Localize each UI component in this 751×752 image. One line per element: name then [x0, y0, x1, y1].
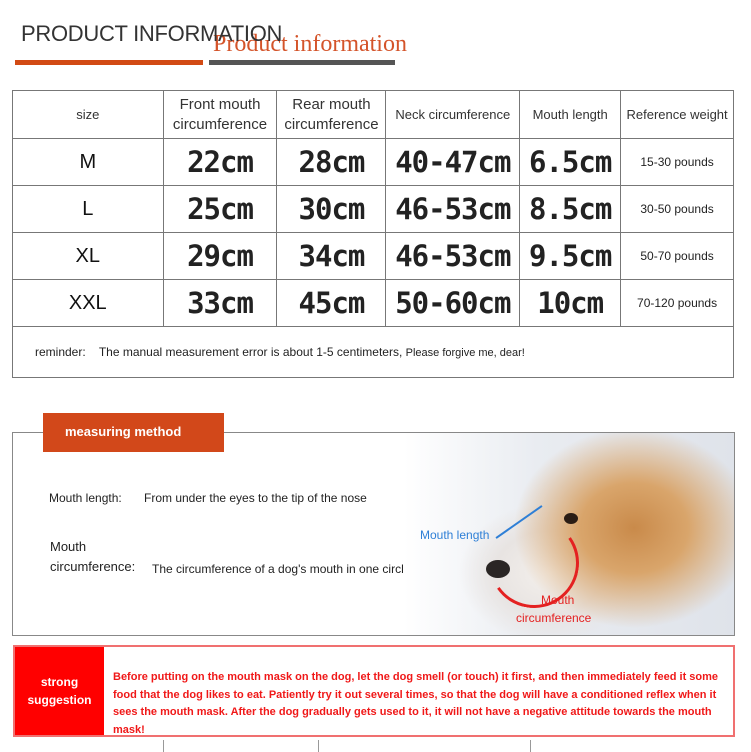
table-row: XXL 33cm 45cm 50-60cm 10cm 70-120 pounds	[12, 279, 734, 327]
suggestion-label: strong suggestion	[15, 647, 104, 735]
table-row: XL 29cm 34cm 46-53cm 9.5cm 50-70 pounds	[12, 232, 734, 280]
cell-length: 9.5cm	[519, 232, 622, 280]
cell-length: 6.5cm	[519, 138, 622, 186]
image-label-length: Mouth length	[420, 528, 490, 542]
table-header-row: size Front mouth circumference Rear mout…	[12, 90, 734, 139]
reminder-text: The manual measurement error is about 1-…	[98, 345, 403, 359]
mouth-length-text: From under the eyes to the tip of the no…	[144, 491, 367, 505]
cell-weight: 50-70 pounds	[620, 232, 734, 280]
page-title: PRODUCT INFORMATION	[21, 21, 283, 46]
suggestion-label-2: suggestion	[27, 693, 92, 707]
dog-eye	[564, 513, 578, 524]
cell-neck: 50-60cm	[385, 279, 521, 327]
cell-size: XXL	[12, 279, 164, 327]
cell-size: XL	[12, 232, 164, 280]
dog-nose	[486, 560, 510, 578]
cell-rear: 28cm	[276, 138, 387, 186]
cell-front: 22cm	[162, 138, 278, 186]
page-subtitle: Product information	[213, 31, 407, 57]
mouth-circ-text: The circumference of a dog's mouth in on…	[152, 562, 411, 576]
cell-neck: 40-47cm	[385, 138, 521, 186]
suggestion-label-1: strong	[40, 675, 79, 689]
reminder-label: reminder:	[35, 345, 86, 359]
dog-photo: Mouth length Mouth circumference	[404, 433, 734, 635]
title-underline-orange	[15, 60, 203, 65]
cell-rear: 34cm	[276, 232, 387, 280]
table-row: L 25cm 30cm 46-53cm 8.5cm 30-50 pounds	[12, 185, 734, 233]
reminder-extra: Please forgive me, dear!	[405, 347, 525, 359]
reminder-row: reminder: The manual measurement error i…	[12, 326, 734, 378]
measuring-method-tag: measuring method	[43, 413, 224, 452]
cell-weight: 70-120 pounds	[620, 279, 734, 327]
table-row: M 22cm 28cm 40-47cm 6.5cm 15-30 pounds	[12, 138, 734, 186]
cell-front: 33cm	[162, 279, 278, 327]
cell-neck: 46-53cm	[385, 185, 521, 233]
divider-tick	[163, 740, 164, 752]
cell-rear: 30cm	[276, 185, 387, 233]
suggestion-text: Before putting on the mouth mask on the …	[113, 671, 719, 736]
header-neck: Neck circumference	[385, 90, 521, 139]
header-weight: Reference weight	[620, 90, 734, 139]
cell-front: 25cm	[162, 185, 278, 233]
header-rear-mouth: Rear mouth circumference	[276, 90, 387, 139]
image-label-circ-1: Mouth	[541, 593, 575, 607]
image-label-circ-2: circumference	[516, 611, 592, 625]
divider-tick	[530, 740, 531, 752]
mouth-length-label: Mouth length:	[49, 491, 122, 505]
cell-front: 29cm	[162, 232, 278, 280]
mouth-circ-label-2: circumference:	[50, 559, 136, 574]
cell-neck: 46-53cm	[385, 232, 521, 280]
cell-weight: 30-50 pounds	[620, 185, 734, 233]
cell-weight: 15-30 pounds	[620, 138, 734, 186]
cell-rear: 45cm	[276, 279, 387, 327]
measuring-section: Mouth length: From under the eyes to the…	[12, 432, 735, 636]
cell-size: L	[12, 185, 164, 233]
cell-length: 8.5cm	[519, 185, 622, 233]
cell-size: M	[12, 138, 164, 186]
suggestion-box: strong suggestion Before putting on the …	[13, 645, 735, 737]
cell-length: 10cm	[519, 279, 622, 327]
header-mouth-length: Mouth length	[519, 90, 622, 139]
reminder-cell: reminder: The manual measurement error i…	[12, 326, 734, 378]
mouth-circ-label-1: Mouth	[50, 539, 87, 554]
header-size: size	[12, 90, 164, 139]
header-front-mouth: Front mouth circumference	[162, 90, 278, 139]
divider-tick	[318, 740, 319, 752]
title-underline-gray	[209, 60, 395, 65]
size-table: size Front mouth circumference Rear mout…	[12, 90, 734, 378]
